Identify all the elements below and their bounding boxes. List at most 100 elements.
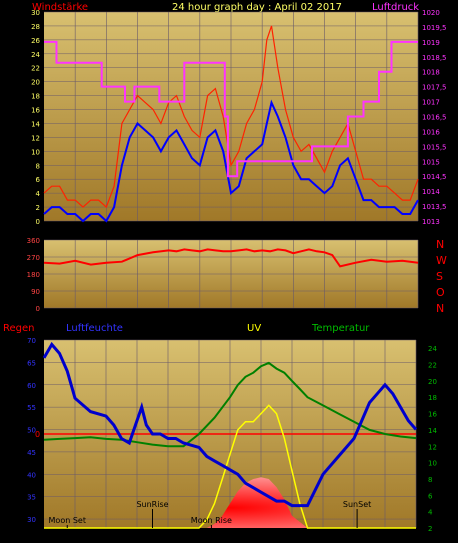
y2-tick-label: 1018 xyxy=(422,69,440,77)
annotation-label: SunRise xyxy=(136,500,168,509)
y-tick-label: 65 xyxy=(27,359,36,367)
y2-tick-label: 8 xyxy=(428,476,432,484)
compass-label: O xyxy=(436,286,445,299)
x-tick-label: 18 xyxy=(319,231,329,240)
x-tick-label: 04 xyxy=(101,231,111,240)
y-tick-label: 28 xyxy=(31,23,40,31)
x-tick-label: 00 xyxy=(413,231,423,240)
uv-label: UV xyxy=(247,323,261,334)
zero-line-label: 0 xyxy=(35,430,40,439)
wind-gust-line xyxy=(43,25,419,209)
y2-tick-label: 1018,5 xyxy=(422,54,447,62)
y2-tick-label: 24 xyxy=(428,345,437,353)
x-tick-label: 06 xyxy=(132,533,142,542)
y2-tick-label: 1015,5 xyxy=(422,143,447,151)
wind-direction-line xyxy=(43,248,419,268)
x-tick-label: 12 xyxy=(226,231,236,240)
y-tick-label: 40 xyxy=(27,471,36,479)
y-tick-label: 16 xyxy=(31,107,40,115)
x-tick-label: 00 xyxy=(411,533,421,542)
humidity-label: Luftfeuchte xyxy=(66,323,123,334)
humidity-line xyxy=(42,341,418,508)
compass-label: N xyxy=(436,302,444,315)
y2-tick-label: 1014,5 xyxy=(422,173,447,181)
y2-tick-label: 1017 xyxy=(422,99,440,107)
compass-label: N xyxy=(436,238,444,251)
y-tick-label: 360 xyxy=(27,237,40,245)
temperature-line xyxy=(43,361,417,448)
y-tick-label: 12 xyxy=(31,134,40,142)
wind-average-line xyxy=(43,99,419,223)
header-title: 24 hour graph day : April 02 2017 xyxy=(172,2,342,13)
y2-tick-label: 1020 xyxy=(422,9,440,17)
y2-tick-label: 1016 xyxy=(422,128,440,136)
header-left-label: Windstärke xyxy=(32,2,88,13)
compass-label: W xyxy=(436,254,447,267)
y2-tick-label: 1016,5 xyxy=(422,114,447,122)
y2-tick-label: 2 xyxy=(428,525,432,533)
compass-label: S xyxy=(436,270,443,283)
y-tick-label: 26 xyxy=(31,37,40,45)
rain-label: Regen xyxy=(3,323,35,334)
climate-panel: 30354045505560657024681012141618202224Mo… xyxy=(27,337,437,543)
y-tick-label: 70 xyxy=(27,337,36,345)
y-tick-label: 22 xyxy=(31,65,40,73)
y2-tick-label: 1019,5 xyxy=(422,24,447,32)
x-tick-label: 14 xyxy=(257,231,267,240)
temperature-label: Temperatur xyxy=(311,323,370,334)
uv-line xyxy=(44,404,416,529)
y-tick-label: 50 xyxy=(27,427,36,435)
y-tick-label: 18 xyxy=(31,93,40,101)
y2-tick-label: 1015 xyxy=(422,158,440,166)
x-tick-label: 22 xyxy=(380,533,390,542)
y2-tick-label: 1017,5 xyxy=(422,84,447,92)
y2-tick-label: 14 xyxy=(428,427,437,435)
y2-tick-label: 18 xyxy=(428,394,437,402)
y2-tick-label: 1013,5 xyxy=(422,203,447,211)
y-tick-label: 180 xyxy=(27,271,40,279)
y-tick-label: 8 xyxy=(36,162,40,170)
annotation-label: Moon Set xyxy=(49,516,86,525)
x-tick-label: 16 xyxy=(287,533,297,542)
x-tick-label: 02 xyxy=(70,533,80,542)
annotation-label: Moon Rise xyxy=(191,516,232,525)
x-tick-label: 20 xyxy=(349,533,359,542)
y-tick-label: 0 xyxy=(36,305,40,313)
x-tick-label: 08 xyxy=(164,231,174,240)
y-tick-label: 2 xyxy=(36,204,40,212)
rain-area xyxy=(44,477,416,528)
y-tick-label: 20 xyxy=(31,79,40,87)
y2-tick-label: 1013 xyxy=(422,218,440,226)
y-tick-label: 4 xyxy=(36,190,41,198)
x-tick-label: 06 xyxy=(132,231,142,240)
y-tick-label: 10 xyxy=(31,148,40,156)
y-tick-label: 30 xyxy=(31,9,40,17)
y-tick-label: 30 xyxy=(27,516,36,524)
y2-tick-label: 10 xyxy=(428,460,437,468)
x-tick-label: 22 xyxy=(382,231,392,240)
y2-tick-label: 1019 xyxy=(422,39,440,47)
y-tick-label: 14 xyxy=(31,120,40,128)
y-tick-label: 24 xyxy=(31,51,40,59)
y-tick-label: 90 xyxy=(31,288,40,296)
y2-tick-label: 16 xyxy=(428,411,437,419)
y-tick-label: 6 xyxy=(36,176,41,184)
y2-tick-label: 4 xyxy=(428,509,433,517)
y2-tick-label: 12 xyxy=(428,443,437,451)
x-tick-label: 14 xyxy=(256,533,266,542)
x-tick-label: 20 xyxy=(351,231,361,240)
x-tick-label: 02 xyxy=(70,231,80,240)
y2-tick-label: 20 xyxy=(428,378,437,386)
x-tick-label: 16 xyxy=(288,231,298,240)
wind-pressure-panel: 02 4 6 8 10 12 14 16 18 20 22 24 26 28 30 1013 1013,5 101… xyxy=(31,9,446,240)
x-tick-label: 10 xyxy=(194,533,204,542)
x-tick-label: 18 xyxy=(318,533,328,542)
annotation-label: Moon Set xyxy=(49,535,86,543)
y-tick-label: 45 xyxy=(27,449,36,457)
pressure-line xyxy=(44,40,418,178)
y-tick-label: 60 xyxy=(27,382,36,390)
y2-tick-label: 22 xyxy=(428,362,437,370)
